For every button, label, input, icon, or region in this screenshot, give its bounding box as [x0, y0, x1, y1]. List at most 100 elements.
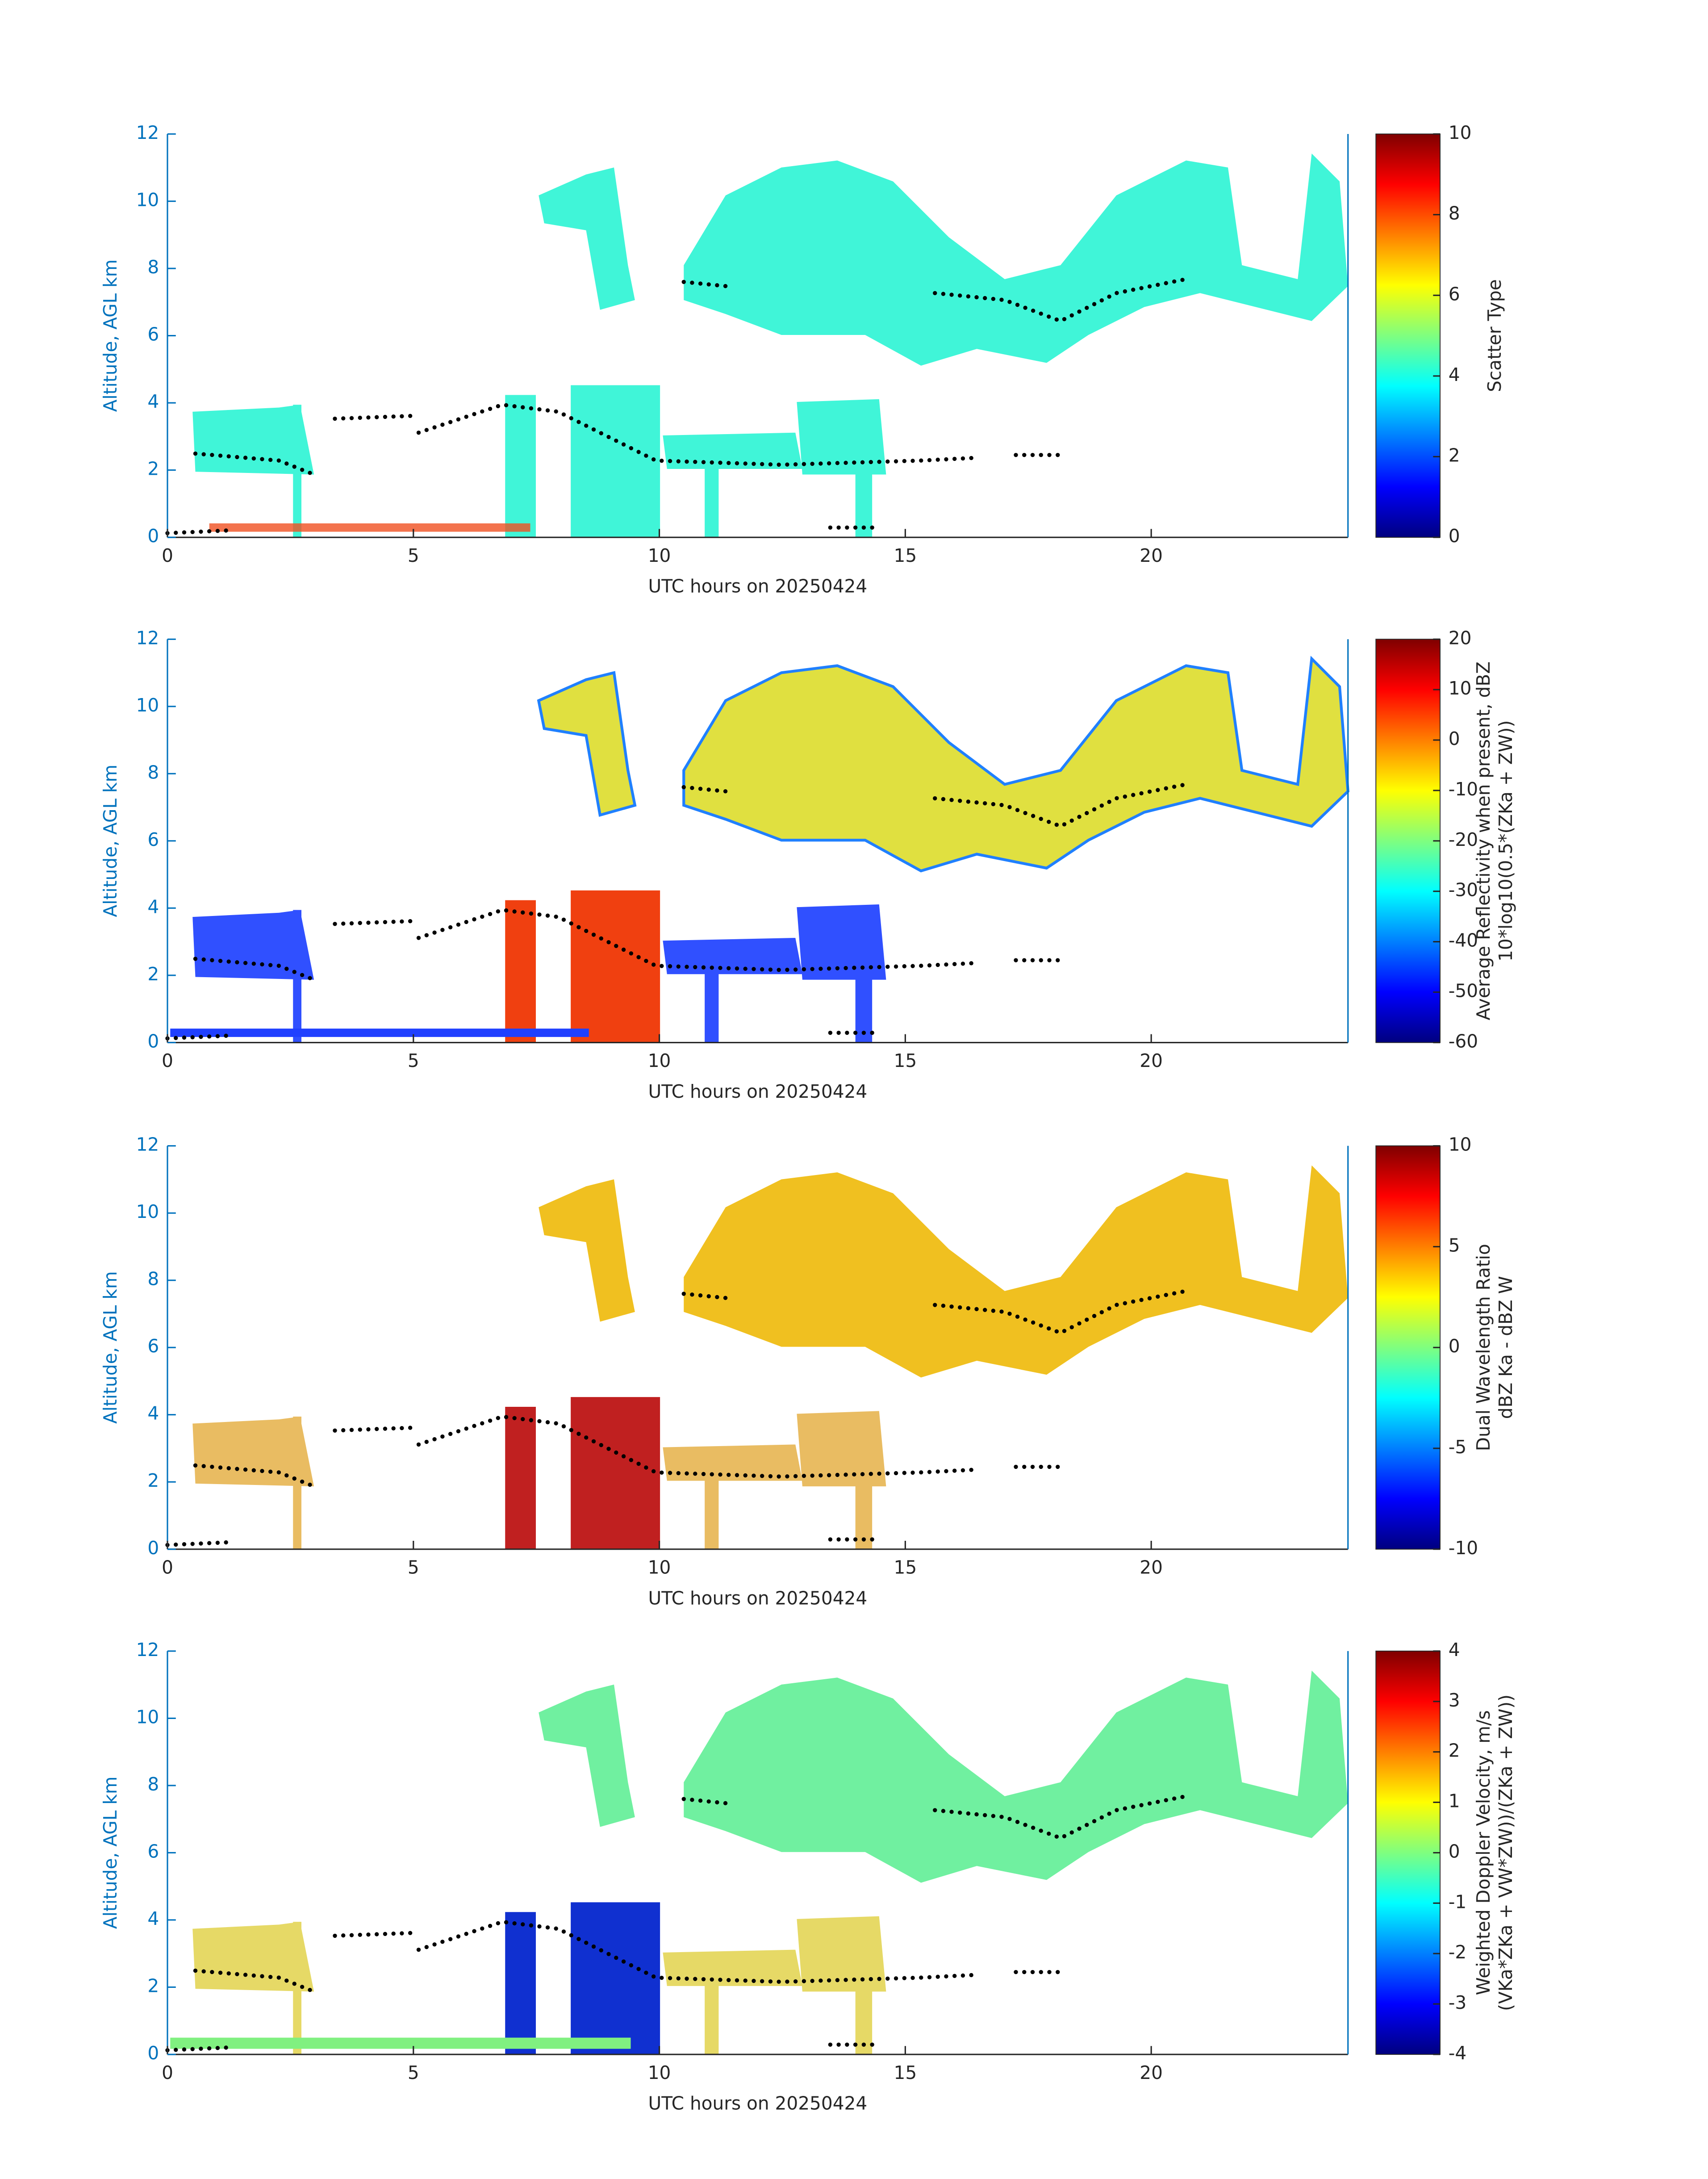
y-tick-label: 2 — [147, 963, 159, 985]
colorbar-tick-label: -3 — [1449, 1992, 1467, 2013]
x-tick-label: 10 — [648, 1557, 671, 1578]
colorbar-tick-label: 4 — [1449, 364, 1460, 385]
y-tick-label: 2 — [147, 458, 159, 480]
y-tick-label: 10 — [136, 189, 159, 211]
y-tick-label: 8 — [147, 256, 159, 278]
colorbar-label: Scatter Type — [1484, 279, 1505, 392]
colorbar-tick-label: 3 — [1449, 1690, 1460, 1711]
colorbar — [1375, 639, 1441, 1043]
x-axis-label: UTC hours on 20250424 — [648, 1587, 868, 1609]
x-tick-label: 15 — [894, 1557, 917, 1578]
colorbar-label: 10*log10(0.5*(ZKa + ZW)) — [1495, 720, 1516, 962]
y-tick-label: 4 — [147, 1403, 159, 1424]
colorbar-tick-label: -5 — [1449, 1436, 1467, 1458]
y-tick-label: 6 — [147, 324, 159, 345]
y-tick-label: 4 — [147, 1908, 159, 1929]
y-axis-label: Altitude, AGL km — [100, 1777, 121, 1929]
x-tick-label: 0 — [162, 1557, 173, 1578]
y-tick-label: 2 — [147, 1975, 159, 1996]
x-tick-label: 20 — [1140, 1557, 1163, 1578]
colorbar-tick-label: 2 — [1449, 445, 1460, 466]
x-tick-label: 20 — [1140, 545, 1163, 566]
y-axis-label: Altitude, AGL km — [100, 259, 121, 412]
y-tick-label: 12 — [136, 627, 159, 648]
colorbar — [1375, 134, 1441, 538]
colorbar-tick-label: -1 — [1449, 1891, 1467, 1912]
colorbar-label: Average Reflectivity when present, dBZ — [1473, 661, 1494, 1020]
y-tick-label: 6 — [147, 829, 159, 850]
x-tick-label: 0 — [162, 1050, 173, 1071]
y-axis-label: Altitude, AGL km — [100, 765, 121, 917]
x-tick-label: 0 — [162, 2062, 173, 2083]
colorbar-tick-label: 10 — [1449, 1134, 1472, 1155]
x-tick-label: 10 — [648, 2062, 671, 2083]
colorbar-label: Dual Wavelength Ratio — [1473, 1244, 1494, 1451]
field-panel-1 — [167, 153, 1348, 538]
colorbar-tick-label: 0 — [1449, 1335, 1460, 1357]
x-axis-label: UTC hours on 20250424 — [648, 576, 868, 597]
colorbar — [1375, 1145, 1441, 1550]
colorbar-tick-label: -2 — [1449, 1941, 1467, 1963]
colorbar-tick-label: 0 — [1449, 728, 1460, 749]
colorbar-tick-label: -20 — [1449, 829, 1478, 850]
y-tick-label: 0 — [147, 1030, 159, 1052]
y-tick-label: 0 — [147, 1537, 159, 1559]
colorbar-tick-label: 1 — [1449, 1790, 1460, 1812]
colorbar-tick-label: -40 — [1449, 930, 1478, 951]
x-tick-label: 5 — [408, 1050, 419, 1071]
x-tick-label: 20 — [1140, 2062, 1163, 2083]
colorbar-tick-label: 0 — [1449, 525, 1460, 547]
x-axis-label: UTC hours on 20250424 — [648, 1081, 868, 1102]
y-tick-label: 12 — [136, 1134, 159, 1155]
y-tick-label: 10 — [136, 1706, 159, 1727]
field-panel-4 — [167, 1670, 1348, 2054]
x-tick-label: 5 — [408, 545, 419, 566]
colorbar-tick-label: -4 — [1449, 2042, 1467, 2064]
y-tick-label: 8 — [147, 1773, 159, 1795]
colorbar-tick-label: -30 — [1449, 879, 1478, 901]
colorbar-tick-label: 5 — [1449, 1234, 1460, 1256]
x-tick-label: 15 — [894, 2062, 917, 2083]
y-tick-label: 4 — [147, 391, 159, 412]
x-tick-label: 5 — [408, 1557, 419, 1578]
x-tick-label: 5 — [408, 2062, 419, 2083]
x-tick-label: 10 — [648, 545, 671, 566]
colorbar-tick-label: 8 — [1449, 203, 1460, 224]
y-tick-label: 12 — [136, 122, 159, 143]
y-tick-label: 2 — [147, 1470, 159, 1491]
y-tick-label: 8 — [147, 761, 159, 783]
colorbar-tick-label: 10 — [1449, 122, 1472, 143]
y-tick-label: 10 — [136, 1201, 159, 1222]
colorbar-tick-label: 6 — [1449, 283, 1460, 305]
colorbar-label: Weighted Doppler Velocity, m/s — [1473, 1710, 1494, 1995]
field-panel-3 — [167, 1165, 1348, 1549]
y-tick-label: 12 — [136, 1639, 159, 1660]
colorbar-tick-label: -10 — [1449, 778, 1478, 800]
y-axis-label: Altitude, AGL km — [100, 1271, 121, 1424]
colorbar-tick-label: 4 — [1449, 1639, 1460, 1660]
x-tick-label: 15 — [894, 1050, 917, 1071]
colorbar-tick-label: -50 — [1449, 980, 1478, 1001]
colorbar-tick-label: 10 — [1449, 678, 1472, 699]
x-tick-label: 0 — [162, 545, 173, 566]
x-tick-label: 15 — [894, 545, 917, 566]
field-panel-2 — [167, 659, 1348, 1043]
colorbar-label: (VKa*ZKa + VW*ZW))/(ZKa + ZW)) — [1495, 1694, 1516, 2011]
colorbar-tick-label: 0 — [1449, 1840, 1460, 1862]
colorbar-tick-label: -60 — [1449, 1030, 1478, 1052]
colorbar — [1375, 1650, 1441, 2055]
y-tick-label: 0 — [147, 2042, 159, 2064]
y-tick-label: 8 — [147, 1268, 159, 1290]
y-tick-label: 0 — [147, 525, 159, 547]
y-tick-label: 4 — [147, 896, 159, 917]
colorbar-tick-label: -10 — [1449, 1537, 1478, 1559]
y-tick-label: 6 — [147, 1335, 159, 1357]
colorbar-tick-label: 20 — [1449, 627, 1472, 648]
y-tick-label: 10 — [136, 694, 159, 716]
y-tick-label: 6 — [147, 1840, 159, 1862]
colorbar-tick-label: 2 — [1449, 1740, 1460, 1761]
x-tick-label: 10 — [648, 1050, 671, 1071]
x-axis-label: UTC hours on 20250424 — [648, 2093, 868, 2114]
